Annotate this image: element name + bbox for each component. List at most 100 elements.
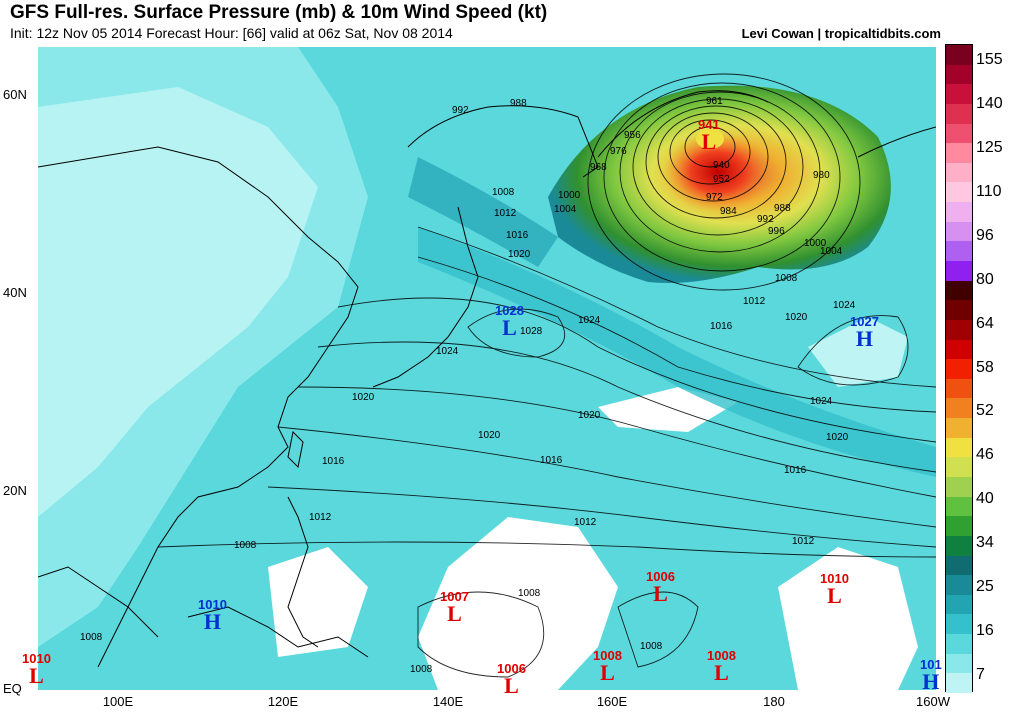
colorbar-label: 96	[976, 227, 994, 244]
pressure-value: 941	[698, 117, 720, 132]
pressure-letter: L	[714, 660, 729, 685]
colorbar-label: 7	[976, 666, 985, 683]
colorbar-segment	[946, 575, 972, 596]
lon-tick-label: 160W	[916, 694, 950, 709]
pressure-letter: H	[855, 326, 874, 351]
isobar-label: 1004	[820, 246, 843, 257]
pressure-letter: H	[203, 609, 222, 634]
isobar-label: 1000	[804, 238, 827, 249]
colorbar-label: 64	[976, 315, 994, 332]
colorbar-segment	[946, 496, 972, 517]
colorbar-segment	[946, 319, 972, 341]
lat-tick-label: EQ	[3, 681, 22, 696]
isobar-label: 1012	[792, 536, 815, 547]
chart-subtitle: Init: 12z Nov 05 2014 Forecast Hour: [66…	[10, 25, 453, 41]
high-pressure-marker: 101 H	[920, 658, 942, 693]
isobar-label: 1020	[352, 392, 375, 403]
colorbar-segment	[946, 84, 972, 105]
isobar-label: 976	[610, 146, 627, 157]
pressure-letter: H	[922, 669, 940, 694]
isobar-label: 940	[713, 160, 730, 171]
colorbar-label: 46	[976, 446, 994, 463]
low-pressure-marker: 1006 L	[497, 662, 526, 697]
colorbar-label: 155	[976, 51, 1003, 68]
isobar-label: 1024	[833, 300, 856, 311]
isobar-label: 984	[720, 206, 737, 217]
weather-map	[38, 47, 936, 690]
isobar-label: 1016	[540, 455, 563, 466]
isobars	[157, 73, 936, 678]
colorbar-segment	[946, 437, 972, 458]
colorbar-segment	[946, 359, 972, 380]
isobar-label: 1008	[775, 273, 798, 284]
isobar-label: 1008	[234, 540, 257, 551]
low-pressure-marker: 1010 L	[820, 572, 849, 607]
low-pressure-marker: 1006 L	[646, 570, 675, 605]
pressure-value: 1010	[22, 651, 51, 666]
colorbar-label: 16	[976, 622, 994, 639]
colorbar-segment	[946, 614, 972, 635]
calm-patch-high	[808, 317, 908, 387]
isobar-label: 1008	[492, 187, 515, 198]
colorbar-label: 52	[976, 402, 994, 419]
isobar-label: 992	[452, 105, 469, 116]
isobar-label: 1016	[710, 321, 733, 332]
isobar-label: 1016	[506, 230, 529, 241]
colorbar-segment	[946, 64, 972, 85]
isobar-label: 1000	[558, 190, 581, 201]
pressure-letter: L	[600, 660, 615, 685]
colorbar-segment	[946, 535, 972, 557]
colorbar-label: 40	[976, 490, 994, 507]
isobar-label: 1004	[554, 204, 577, 215]
pressure-value: 1010	[198, 597, 227, 612]
isobar-label: 1008	[80, 632, 103, 643]
isobar-label: 980	[813, 170, 830, 181]
colorbar-label: 58	[976, 359, 994, 376]
colorbar-segment	[946, 182, 972, 203]
colorbar-label: 34	[976, 534, 994, 551]
isobar-label: 1020	[508, 249, 531, 260]
low-pressure-marker: 941 L	[698, 118, 720, 153]
isobar-label: 1024	[810, 396, 833, 407]
colorbar-segment	[946, 202, 972, 223]
storm-core	[663, 132, 773, 212]
jet-band	[418, 227, 936, 477]
low-pressure-marker: 1007 L	[440, 590, 469, 625]
colorbar-segment	[946, 241, 972, 262]
low-pressure-marker: 1008 L	[707, 649, 736, 684]
colorbar-segment	[946, 398, 972, 419]
colorbar-segment	[946, 673, 972, 694]
colorbar-segment	[946, 221, 972, 242]
pressure-letter: L	[701, 129, 717, 154]
lon-tick-label: 180	[763, 694, 785, 709]
lat-tick-label: 40N	[3, 285, 27, 300]
pressure-value: 1008	[707, 648, 736, 663]
isobar-label: 1020	[478, 430, 501, 441]
colorbar-segment	[946, 477, 972, 498]
colorbar-segment	[946, 143, 972, 164]
isobar-label: 1008	[518, 588, 541, 599]
chart-title: GFS Full-res. Surface Pressure (mb) & 10…	[10, 2, 548, 23]
colorbar-segment	[946, 653, 972, 674]
high-pressure-marker: 1010 H	[198, 598, 227, 633]
isobar-label: 1028	[520, 326, 543, 337]
pressure-value: 1010	[820, 571, 849, 586]
isobar-label: 1020	[785, 312, 808, 323]
isobar-label: 1024	[436, 346, 459, 357]
isobar-label: 1012	[494, 208, 517, 219]
colorbar-segment	[946, 339, 972, 360]
colorbar-segment	[946, 418, 972, 439]
isobar-label: 956	[624, 130, 641, 141]
colorbar-label: 140	[976, 95, 1003, 112]
pressure-value: 1008	[593, 648, 622, 663]
pressure-value: 101	[920, 657, 942, 672]
high-pressure-marker: 1027 H	[850, 315, 879, 350]
isobar-label: 961	[706, 96, 723, 107]
isobar-label: 1020	[578, 410, 601, 421]
pressure-value: 1006	[646, 569, 675, 584]
low-pressure-marker: 1008 L	[593, 649, 622, 684]
isobar-label: 952	[713, 174, 730, 185]
colorbar-segment	[946, 300, 972, 321]
isobar-label: 988	[774, 203, 791, 214]
isobar-label: 1020	[826, 432, 849, 443]
